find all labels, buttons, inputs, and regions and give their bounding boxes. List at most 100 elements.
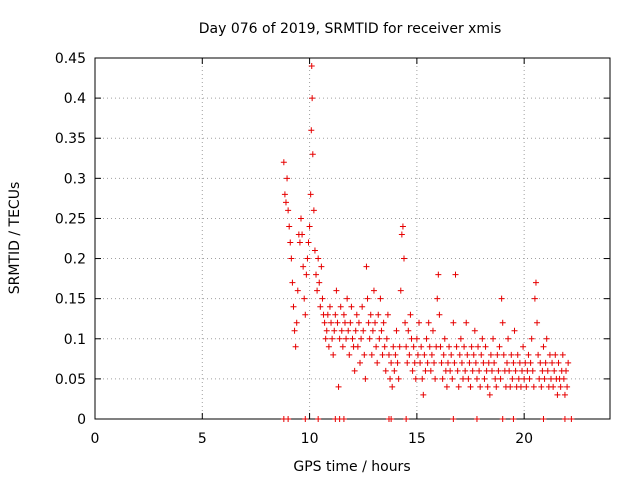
data-point [344, 295, 351, 302]
data-point [309, 95, 316, 102]
data-point [374, 359, 381, 366]
data-point [534, 319, 541, 326]
data-point [437, 343, 444, 350]
data-point [547, 375, 554, 382]
data-point [441, 335, 448, 342]
data-point [389, 383, 396, 390]
data-point [460, 375, 467, 382]
data-point [475, 343, 482, 350]
data-point [316, 279, 323, 286]
data-point [517, 383, 524, 390]
data-point [346, 351, 353, 358]
y-tick-label: 0.45 [55, 51, 86, 67]
data-point [538, 383, 545, 390]
data-point [512, 367, 519, 374]
data-point [506, 367, 513, 374]
y-tick-label: 0.4 [64, 91, 86, 107]
plot-frame [94, 57, 611, 420]
data-point [372, 319, 379, 326]
data-point [521, 375, 528, 382]
data-point [352, 327, 359, 334]
data-point [285, 416, 292, 422]
data-point [417, 359, 424, 366]
data-point [404, 359, 411, 366]
data-point [488, 367, 495, 374]
data-point [455, 383, 462, 390]
data-point [542, 359, 549, 366]
data-point [304, 255, 311, 262]
data-point [531, 295, 538, 302]
data-point [423, 335, 430, 342]
data-point [314, 287, 321, 294]
data-point [390, 343, 397, 350]
data-point [499, 416, 506, 422]
data-point [544, 367, 551, 374]
data-point [348, 303, 355, 310]
data-point [509, 375, 516, 382]
data-point [454, 367, 461, 374]
data-point [363, 263, 370, 270]
data-point [323, 327, 330, 334]
data-point [318, 263, 325, 270]
data-point [482, 343, 489, 350]
data-point [349, 335, 356, 342]
data-point [410, 343, 417, 350]
data-point [338, 327, 345, 334]
data-point [486, 391, 493, 398]
x-axis-label: GPS time / hours [293, 459, 410, 475]
data-point [413, 335, 420, 342]
data-point [395, 375, 402, 382]
data-point [461, 343, 468, 350]
data-point [462, 367, 469, 374]
data-point [421, 351, 428, 358]
data-point [343, 335, 350, 342]
data-point [287, 239, 294, 246]
data-point [302, 311, 309, 318]
data-point [388, 359, 395, 366]
data-point [353, 311, 360, 318]
data-point [280, 159, 287, 166]
data-point [497, 375, 504, 382]
data-point [561, 391, 568, 398]
data-point [291, 327, 298, 334]
data-point [523, 383, 530, 390]
data-point [450, 319, 457, 326]
data-point [510, 359, 517, 366]
data-point [293, 319, 300, 326]
data-point [480, 359, 487, 366]
data-point [394, 359, 401, 366]
data-point [385, 351, 392, 358]
data-point [470, 351, 477, 358]
chart-title: Day 076 of 2019, SRMTID for receiver xmi… [199, 21, 502, 37]
data-point [466, 359, 473, 366]
data-point [296, 239, 303, 246]
data-point [308, 127, 315, 134]
data-point [484, 383, 491, 390]
data-point [456, 351, 463, 358]
data-point [361, 351, 368, 358]
data-point [376, 335, 383, 342]
data-point [560, 375, 567, 382]
data-point [561, 416, 568, 422]
y-tick-label: 0.15 [55, 292, 86, 308]
data-point [354, 343, 361, 350]
data-point [414, 351, 421, 358]
data-point [281, 191, 288, 198]
data-point [472, 359, 479, 366]
data-point [555, 359, 562, 366]
data-point [384, 311, 391, 318]
data-point [527, 359, 534, 366]
data-point [341, 319, 348, 326]
data-point [539, 367, 546, 374]
data-point [388, 416, 395, 422]
data-point [436, 311, 443, 318]
data-point [405, 327, 412, 334]
data-point [487, 351, 494, 358]
data-point [377, 295, 384, 302]
data-point [453, 343, 460, 350]
data-point [399, 223, 406, 230]
data-point [391, 367, 398, 374]
data-point [358, 335, 365, 342]
data-point [366, 335, 373, 342]
